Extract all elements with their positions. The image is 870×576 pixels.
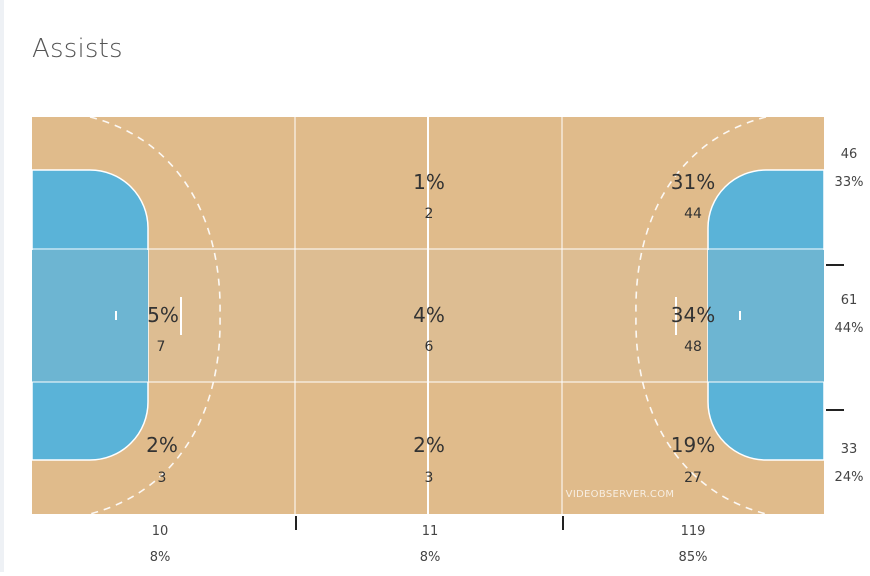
zone-top-right-count: 44 — [684, 206, 702, 222]
left-free-throw-line — [89, 117, 221, 514]
zone-middle-right-count: 48 — [684, 339, 702, 355]
row-middle-count: 61 — [841, 293, 858, 308]
right-goal-area-middle — [708, 250, 824, 382]
row-top-count: 46 — [841, 147, 858, 162]
right-free-throw-line — [635, 117, 767, 514]
watermark: VIDEOBSERVER.COM — [566, 489, 675, 500]
left-goal-area-middle — [32, 250, 148, 382]
zone-middle-left-count: 7 — [157, 339, 166, 355]
row-bottom-pct: 24% — [835, 470, 864, 485]
section-title: Assists — [32, 34, 123, 64]
column-left-count: 10 — [152, 524, 169, 539]
zone-top-center-pct: 1% — [413, 170, 445, 194]
zone-middle-left-pct: 5% — [147, 303, 179, 327]
column-left-pct: 8% — [150, 550, 171, 565]
zone-middle-center-pct: 4% — [413, 303, 445, 327]
row-bottom-count: 33 — [841, 442, 858, 457]
zone-bottom-center-count: 3 — [425, 470, 434, 486]
column-center-pct: 8% — [420, 550, 441, 565]
column-center-count: 11 — [422, 524, 439, 539]
column-right-pct: 85% — [679, 550, 708, 565]
left-border — [0, 0, 4, 572]
zone-bottom-right-count: 27 — [684, 470, 702, 486]
row-top-pct: 33% — [835, 175, 864, 190]
column-right-count: 119 — [681, 524, 706, 539]
row-middle-pct: 44% — [835, 321, 864, 336]
zone-middle-right-pct: 34% — [671, 303, 715, 327]
zone-middle-center-count: 6 — [425, 339, 434, 355]
zone-bottom-center-pct: 2% — [413, 433, 445, 457]
zone-bottom-left-count: 3 — [158, 470, 167, 486]
zone-top-center-count: 2 — [425, 206, 434, 222]
zone-bottom-left-pct: 2% — [146, 433, 178, 457]
zone-bottom-right-pct: 19% — [671, 433, 715, 457]
zone-top-right-pct: 31% — [671, 170, 715, 194]
